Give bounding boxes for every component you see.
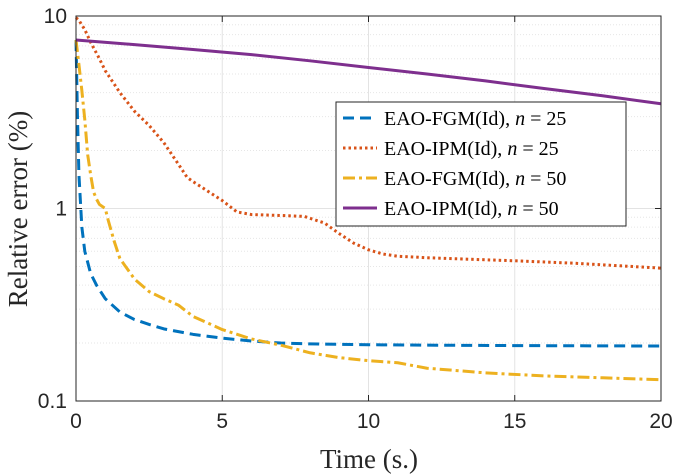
legend-label-var: n	[515, 168, 525, 190]
legend-label: EAO-IPM(Id), n = 25	[384, 138, 559, 160]
x-tick-label: 5	[216, 410, 228, 433]
x-tick-label: 20	[649, 410, 672, 433]
legend-label-value: = 50	[517, 198, 558, 220]
series-line-2	[75, 16, 662, 270]
legend-label-name: EAO-IPM(Id),	[384, 138, 507, 160]
legend-label-var: n	[515, 108, 525, 130]
y-tick-label: 10	[44, 5, 67, 28]
legend-label: EAO-FGM(Id), n = 25	[384, 108, 566, 130]
legend-box	[335, 101, 627, 227]
legend-label-name: EAO-IPM(Id),	[384, 198, 507, 220]
series-line-1	[74, 40, 662, 348]
y-axis-label: Relative error (%)	[3, 111, 33, 307]
x-tick-label: 0	[70, 410, 82, 433]
legend-label: EAO-IPM(Id), n = 50	[384, 198, 559, 220]
legend-label-value: = 25	[525, 108, 566, 130]
x-axis-label: Time (s.)	[320, 444, 418, 474]
axis-ticks	[75, 15, 662, 402]
series-line-3	[74, 39, 662, 382]
legend-label-name: EAO-FGM(Id),	[384, 168, 515, 190]
y-tick-label: 0.1	[38, 390, 67, 413]
x-tick-label: 15	[503, 410, 526, 433]
x-tick-label: 10	[357, 410, 380, 433]
legend-label-name: EAO-FGM(Id),	[384, 108, 515, 130]
y-tick-label: 1	[55, 198, 67, 221]
legend-label-value: = 50	[525, 168, 566, 190]
legend-label-var: n	[507, 198, 517, 220]
series-line-4	[75, 38, 662, 106]
tick-labels: 0 5 10 15 20 0.1 1 10	[38, 5, 673, 433]
legend-label-var: n	[507, 138, 517, 160]
legend-label-value: = 25	[517, 138, 558, 160]
legend-label: EAO-FGM(Id), n = 50	[384, 168, 566, 190]
series-lines	[74, 16, 662, 382]
